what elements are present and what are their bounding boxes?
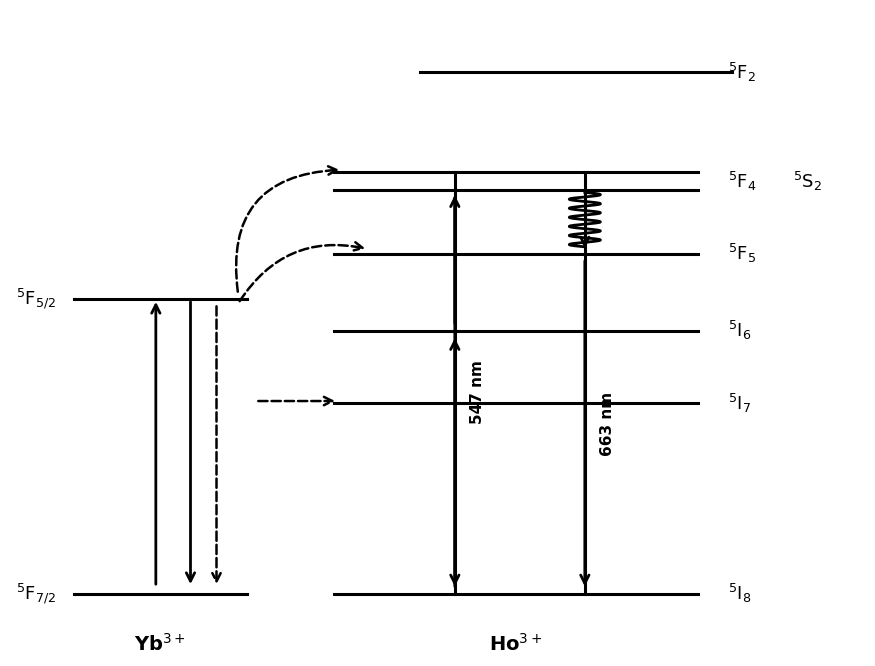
- Text: Ho$^{3+}$: Ho$^{3+}$: [489, 633, 542, 655]
- Text: $^5\mathrm{F}_{7/2}$: $^5\mathrm{F}_{7/2}$: [17, 581, 56, 606]
- Text: $^5\mathrm{I}_6$: $^5\mathrm{I}_6$: [728, 319, 752, 342]
- Text: $^5\mathrm{I}_8$: $^5\mathrm{I}_8$: [728, 582, 752, 605]
- Text: $^5\mathrm{S}_2$: $^5\mathrm{S}_2$: [793, 170, 822, 192]
- Text: $^5\mathrm{F}_2$: $^5\mathrm{F}_2$: [728, 61, 756, 84]
- Text: $^5\mathrm{F}_{5/2}$: $^5\mathrm{F}_{5/2}$: [17, 286, 56, 311]
- Text: 547 nm: 547 nm: [471, 360, 486, 424]
- Text: $^5\mathrm{I}_7$: $^5\mathrm{I}_7$: [728, 392, 751, 415]
- Text: $^5\mathrm{F}_4$: $^5\mathrm{F}_4$: [728, 170, 756, 192]
- Text: 663 nm: 663 nm: [600, 392, 615, 456]
- Text: Yb$^{3+}$: Yb$^{3+}$: [134, 633, 186, 655]
- Text: $^5\mathrm{F}_5$: $^5\mathrm{F}_5$: [728, 242, 756, 265]
